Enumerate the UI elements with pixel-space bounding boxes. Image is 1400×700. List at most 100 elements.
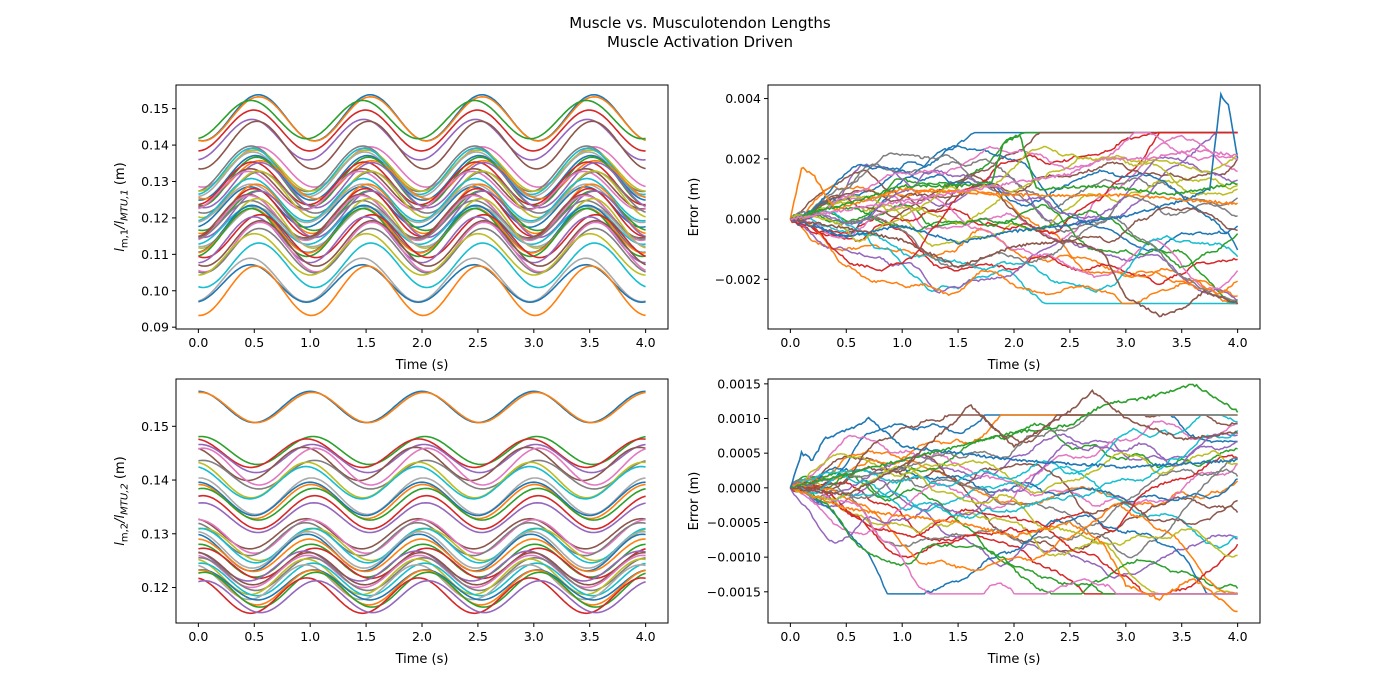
x-tick-label: 3.0: [1116, 335, 1136, 350]
x-tick-label: 0.0: [780, 335, 800, 350]
series-line: [790, 147, 1239, 221]
series-line: [198, 518, 646, 555]
series-line: [789, 131, 1238, 220]
y-label-part: (m): [113, 456, 128, 483]
x-tick-label: 1.5: [356, 629, 376, 644]
series-line: [198, 530, 646, 569]
y-axis-label: lm,2/lMTU,2 (m): [113, 456, 131, 545]
series-group: [198, 94, 646, 317]
series-line: [198, 447, 646, 486]
series-line: [198, 147, 646, 196]
x-tick-label: 3.5: [580, 335, 600, 350]
y-label-part: l: [113, 248, 128, 252]
series-line: [198, 219, 646, 267]
series-line: [789, 217, 1239, 318]
axes-error-1: 0.0 0.5 1.0 1.5 2.0 2.5 3.0 3.5 4.0 −0.002 0.000 0.…: [687, 84, 1261, 373]
series-line: [198, 232, 646, 276]
series-line: [198, 120, 646, 170]
series-line: [790, 487, 1238, 613]
series-line: [790, 420, 1238, 536]
y-tick-label: −0.0010: [707, 550, 761, 565]
series-line: [790, 450, 1238, 495]
series-line: [789, 155, 1238, 225]
series-line: [198, 538, 646, 573]
series-line: [198, 521, 646, 557]
series-line: [790, 383, 1239, 489]
y-tick-label: −0.0015: [707, 584, 761, 599]
y-tick-label: 0.14: [141, 473, 169, 488]
series-line: [790, 91, 1239, 245]
x-tick-label: 0.0: [188, 629, 208, 644]
y-tick-label: 0.15: [141, 101, 169, 116]
x-axis-label: Time (s): [987, 358, 1041, 373]
series-line: [198, 390, 646, 424]
figure-title-line-2: Muscle Activation Driven: [607, 33, 793, 51]
y-tick-label: 0.13: [141, 526, 169, 541]
y-label-part: m,1: [120, 229, 131, 248]
series-line: [790, 453, 1238, 525]
series-line: [198, 227, 646, 274]
series-line: [790, 202, 1239, 269]
x-tick-label: 2.5: [468, 335, 488, 350]
series-line: [198, 118, 646, 161]
x-tick-label: 0.5: [836, 335, 856, 350]
series-line: [198, 177, 646, 222]
y-tick-label: 0.10: [141, 283, 169, 298]
figure-title-line-1: Muscle vs. Musculotendon Lengths: [569, 14, 831, 32]
y-label-part: m,2: [120, 523, 131, 542]
x-tick-label: 3.5: [580, 629, 600, 644]
series-line: [198, 206, 646, 248]
series-line: [198, 577, 646, 615]
series-line: [198, 580, 646, 614]
series-line: [198, 547, 646, 580]
series-line: [198, 487, 646, 521]
x-tick-label: 1.0: [892, 335, 912, 350]
x-tick-label: 1.0: [892, 629, 912, 644]
series-line: [198, 435, 646, 466]
x-tick-label: 2.0: [412, 335, 432, 350]
series-line: [198, 501, 646, 534]
series-line: [198, 95, 646, 142]
series-line: [789, 416, 1238, 489]
x-tick-label: 0.0: [188, 335, 208, 350]
series-line: [790, 218, 1238, 305]
series-line: [198, 551, 646, 586]
y-tick-label: 0.004: [725, 91, 761, 106]
series-line: [789, 482, 1238, 595]
series-line: [198, 481, 646, 517]
series-line: [198, 109, 646, 152]
y-tick-label: −0.0005: [707, 515, 761, 530]
x-tick-label: 2.5: [1060, 629, 1080, 644]
y-tick-label: 0.12: [141, 580, 169, 595]
series-line: [198, 562, 646, 597]
series-line: [790, 429, 1239, 520]
series-line: [790, 209, 1239, 293]
series-line: [198, 242, 646, 289]
series-line: [198, 391, 646, 424]
x-tick-label: 0.5: [836, 629, 856, 644]
x-tick-label: 3.5: [1172, 629, 1192, 644]
x-tick-label: 1.5: [948, 335, 968, 350]
series-line: [789, 145, 1239, 243]
x-tick-label: 3.0: [1116, 629, 1136, 644]
y-tick-label: 0.002: [725, 151, 761, 166]
series-line: [789, 432, 1238, 544]
x-tick-label: 2.0: [1004, 629, 1024, 644]
y-tick-label: 0.0015: [717, 376, 761, 391]
y-axis-label: Error (m): [687, 472, 702, 531]
series-line: [198, 194, 646, 242]
x-tick-label: 1.5: [356, 335, 376, 350]
y-label-part: /l: [113, 514, 128, 523]
series-group: [789, 383, 1239, 613]
y-tick-label: 0.15: [141, 419, 169, 434]
x-tick-label: 1.0: [300, 629, 320, 644]
x-tick-label: 1.5: [948, 629, 968, 644]
series-line: [789, 216, 1238, 301]
x-tick-label: 0.0: [780, 629, 800, 644]
series-line: [790, 183, 1238, 245]
y-label-part: l: [113, 542, 128, 546]
series-line: [198, 446, 646, 482]
x-tick-label: 2.5: [468, 629, 488, 644]
axes-frame: [767, 84, 1261, 330]
